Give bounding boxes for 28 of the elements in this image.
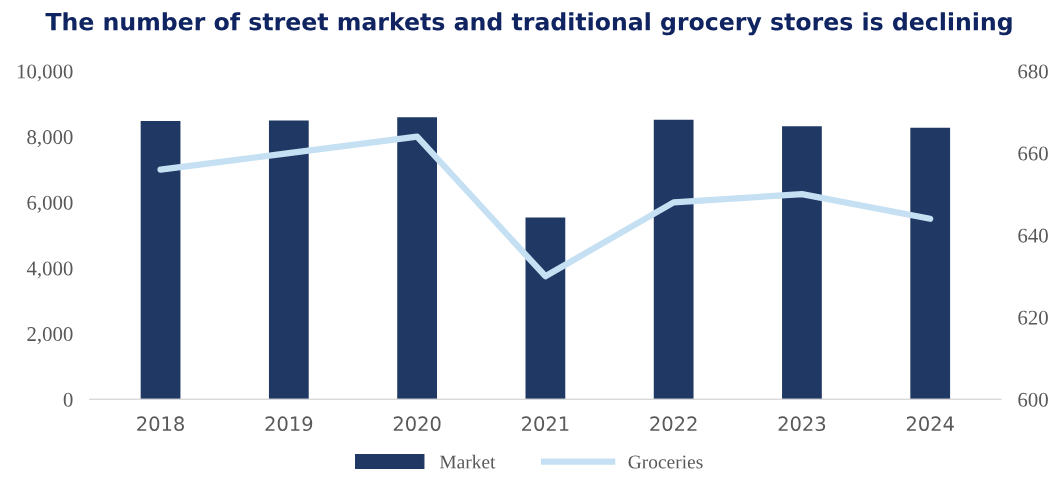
bar [268,120,309,400]
y2-tick-label: 600 [1018,392,1048,407]
x-tick-label: 2018 [137,416,184,432]
y2-tick-label: 660 [1018,146,1048,161]
y2-tick-label: 680 [1018,64,1048,79]
bar [910,127,951,400]
x-tick-label: 2020 [393,416,441,432]
bar [653,119,694,400]
bar [397,117,437,400]
y-tick-label: 0 [63,392,73,407]
legend-label: Market [439,454,496,469]
legend-label: Groceries [628,455,703,469]
x-tick-label: 2021 [522,416,569,432]
x-tick-label: 2024 [906,416,954,432]
y-tick-label: 2,000 [27,327,73,345]
y-tick-label: 4,000 [26,261,73,279]
y2-tick-label: 620 [1018,310,1048,325]
x-tick-label: 2019 [265,416,313,432]
x-tick-label: 2022 [650,416,697,432]
y2-tick-label: 640 [1018,228,1048,243]
y-tick-label: 10,000 [17,64,73,82]
bar [140,120,181,400]
chart-title: The number of street markets and traditional grocery stores is declining [45,12,1012,36]
bar [782,126,822,400]
y-tick-label: 8,000 [27,130,73,148]
bar [525,217,566,400]
y-tick-label: 6,000 [27,195,73,213]
x-tick-label: 2023 [778,416,826,432]
